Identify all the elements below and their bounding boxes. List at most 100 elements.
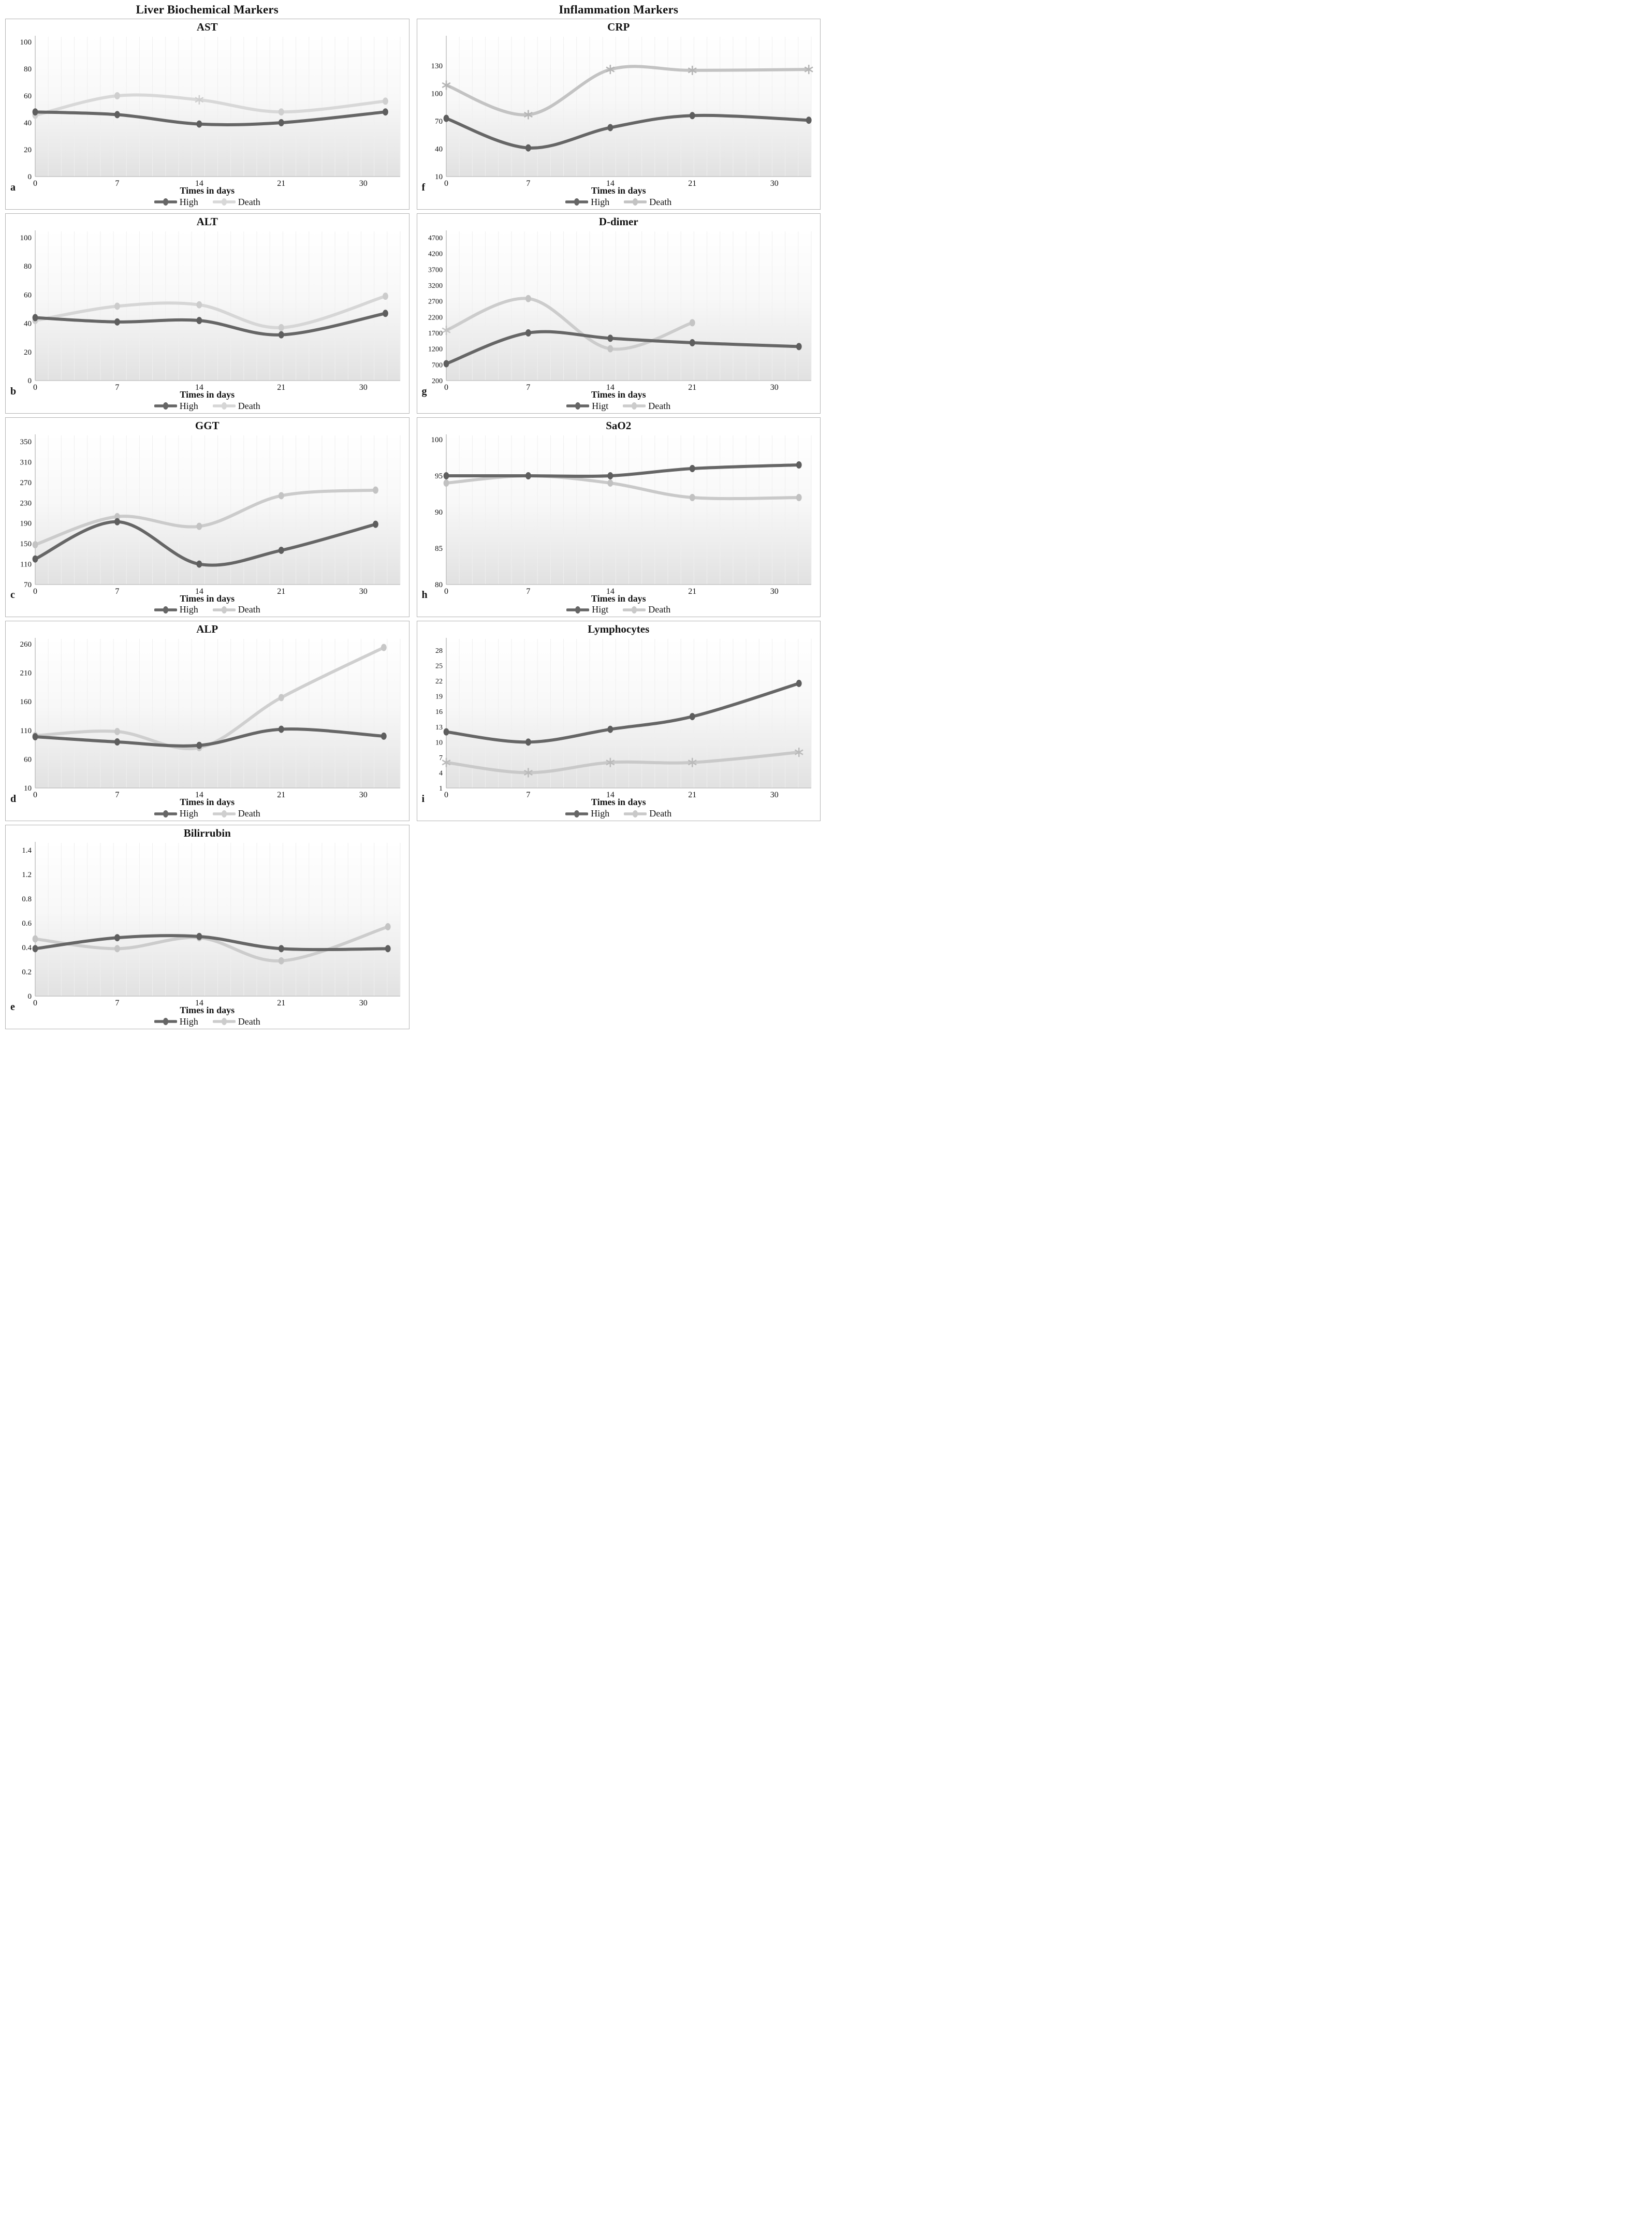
dot-marker-icon [806,116,812,124]
dot-marker-icon [278,119,284,126]
legend-label: High [179,808,198,819]
dot-marker-icon [382,108,388,116]
chart-title: ALT [196,215,218,228]
legend-item-high: High [565,197,609,208]
svg-text:21: 21 [277,587,285,596]
svg-text:7: 7 [115,383,119,392]
liver-markers-column: Liver Biochemical Markers AST 0 20 40 60 80 1… [5,2,410,1033]
alt-chart: 0 20 40 60 80 100 0 7 14 21 30 [20,230,401,392]
svg-text:14: 14 [195,999,203,1008]
chart-title: AST [196,21,218,33]
dot-marker-icon [382,310,388,317]
series-high [32,108,388,128]
legend-label: Death [238,400,260,411]
dot-marker-icon [443,472,449,479]
higt-series-marker-icon [566,606,590,614]
dot-marker-icon [690,464,695,472]
inflammation-markers-column: Inflammation Markers CRP 10 40 70 100 130 0 7 1… [416,2,821,825]
dot-marker-icon [196,560,202,568]
legend: High Death [420,808,817,819]
series-death [32,92,388,119]
svg-text:21: 21 [277,999,285,1008]
star-marker-icon [805,65,813,75]
legend-label: Death [649,196,672,207]
series-high [32,933,391,953]
high-series-marker-icon [154,402,177,410]
dot-marker-icon [114,934,120,942]
dot-marker-icon [196,120,202,128]
dot-marker-icon [114,728,120,736]
panel-letter: f [421,181,426,193]
death-series-marker-icon [212,1018,236,1026]
svg-text:1: 1 [439,785,443,793]
chart-title: CRP [607,21,630,33]
svg-text:200: 200 [432,377,443,385]
y-tick-labels: 10 60 110 160 210 260 [20,640,32,793]
svg-text:0: 0 [27,377,32,385]
death-series-marker-icon [212,402,236,410]
dot-marker-icon [114,738,120,746]
legend-label: Death [238,196,260,207]
legend-item-death: Death [212,196,260,208]
svg-text:21: 21 [689,587,697,596]
dot-marker-icon [196,522,202,530]
svg-text:14: 14 [606,587,615,596]
legend-label: Higt [592,604,609,615]
x-tick-labels: 0 7 14 21 30 [444,791,779,799]
x-axis-label: Times in days [180,1005,235,1016]
x-tick-labels: 0 7 14 21 30 [33,999,368,1008]
svg-text:190: 190 [20,519,32,528]
svg-text:90: 90 [435,508,443,517]
legend-label: High [179,400,198,411]
chart-title: ALP [196,623,218,636]
svg-text:30: 30 [359,587,367,596]
legend-label: High [179,604,198,615]
dot-marker-icon [32,935,38,943]
death-series-marker-icon [624,810,647,817]
svg-text:80: 80 [24,65,32,74]
legend-item-higt: Higt [566,401,608,412]
death-series-marker-icon [624,198,647,206]
dot-marker-icon [525,144,532,152]
star-marker-icon [688,65,697,75]
series-higt [443,461,802,479]
dot-marker-icon [32,541,38,548]
svg-text:80: 80 [435,581,443,589]
svg-text:0: 0 [444,383,448,392]
svg-text:85: 85 [435,545,443,553]
axes [34,638,400,789]
high-series-marker-icon [154,810,177,817]
high-series-marker-icon [565,198,589,206]
chart-title: SaO2 [606,419,632,432]
svg-text:0: 0 [33,179,37,188]
legend-label: High [591,196,610,207]
panel-letter: c [10,589,15,601]
svg-text:14: 14 [606,383,615,392]
svg-text:260: 260 [20,640,32,649]
panel-letter: i [421,793,425,805]
svg-text:30: 30 [770,383,779,392]
dot-marker-icon [278,957,284,965]
svg-text:70: 70 [435,118,443,126]
svg-text:30: 30 [359,999,367,1008]
x-tick-labels: 0 7 14 21 30 [444,587,779,596]
legend-label: Death [238,1016,260,1027]
svg-text:14: 14 [195,791,203,799]
star-marker-icon [688,758,697,768]
svg-text:130: 130 [431,62,443,70]
panel-letter: a [10,181,16,193]
svg-text:30: 30 [359,179,367,188]
gridlines [459,231,812,381]
legend-label: Death [648,400,671,411]
svg-text:21: 21 [277,383,285,392]
series-higt [443,329,802,368]
panel-letter: e [10,1001,15,1013]
gridlines [48,843,401,997]
svg-text:14: 14 [606,179,615,188]
svg-text:80: 80 [24,262,32,271]
panel-letter: h [421,589,428,601]
svg-text:7: 7 [527,179,531,188]
x-tick-labels: 0 7 14 21 30 [33,791,368,799]
svg-text:4200: 4200 [428,250,443,258]
